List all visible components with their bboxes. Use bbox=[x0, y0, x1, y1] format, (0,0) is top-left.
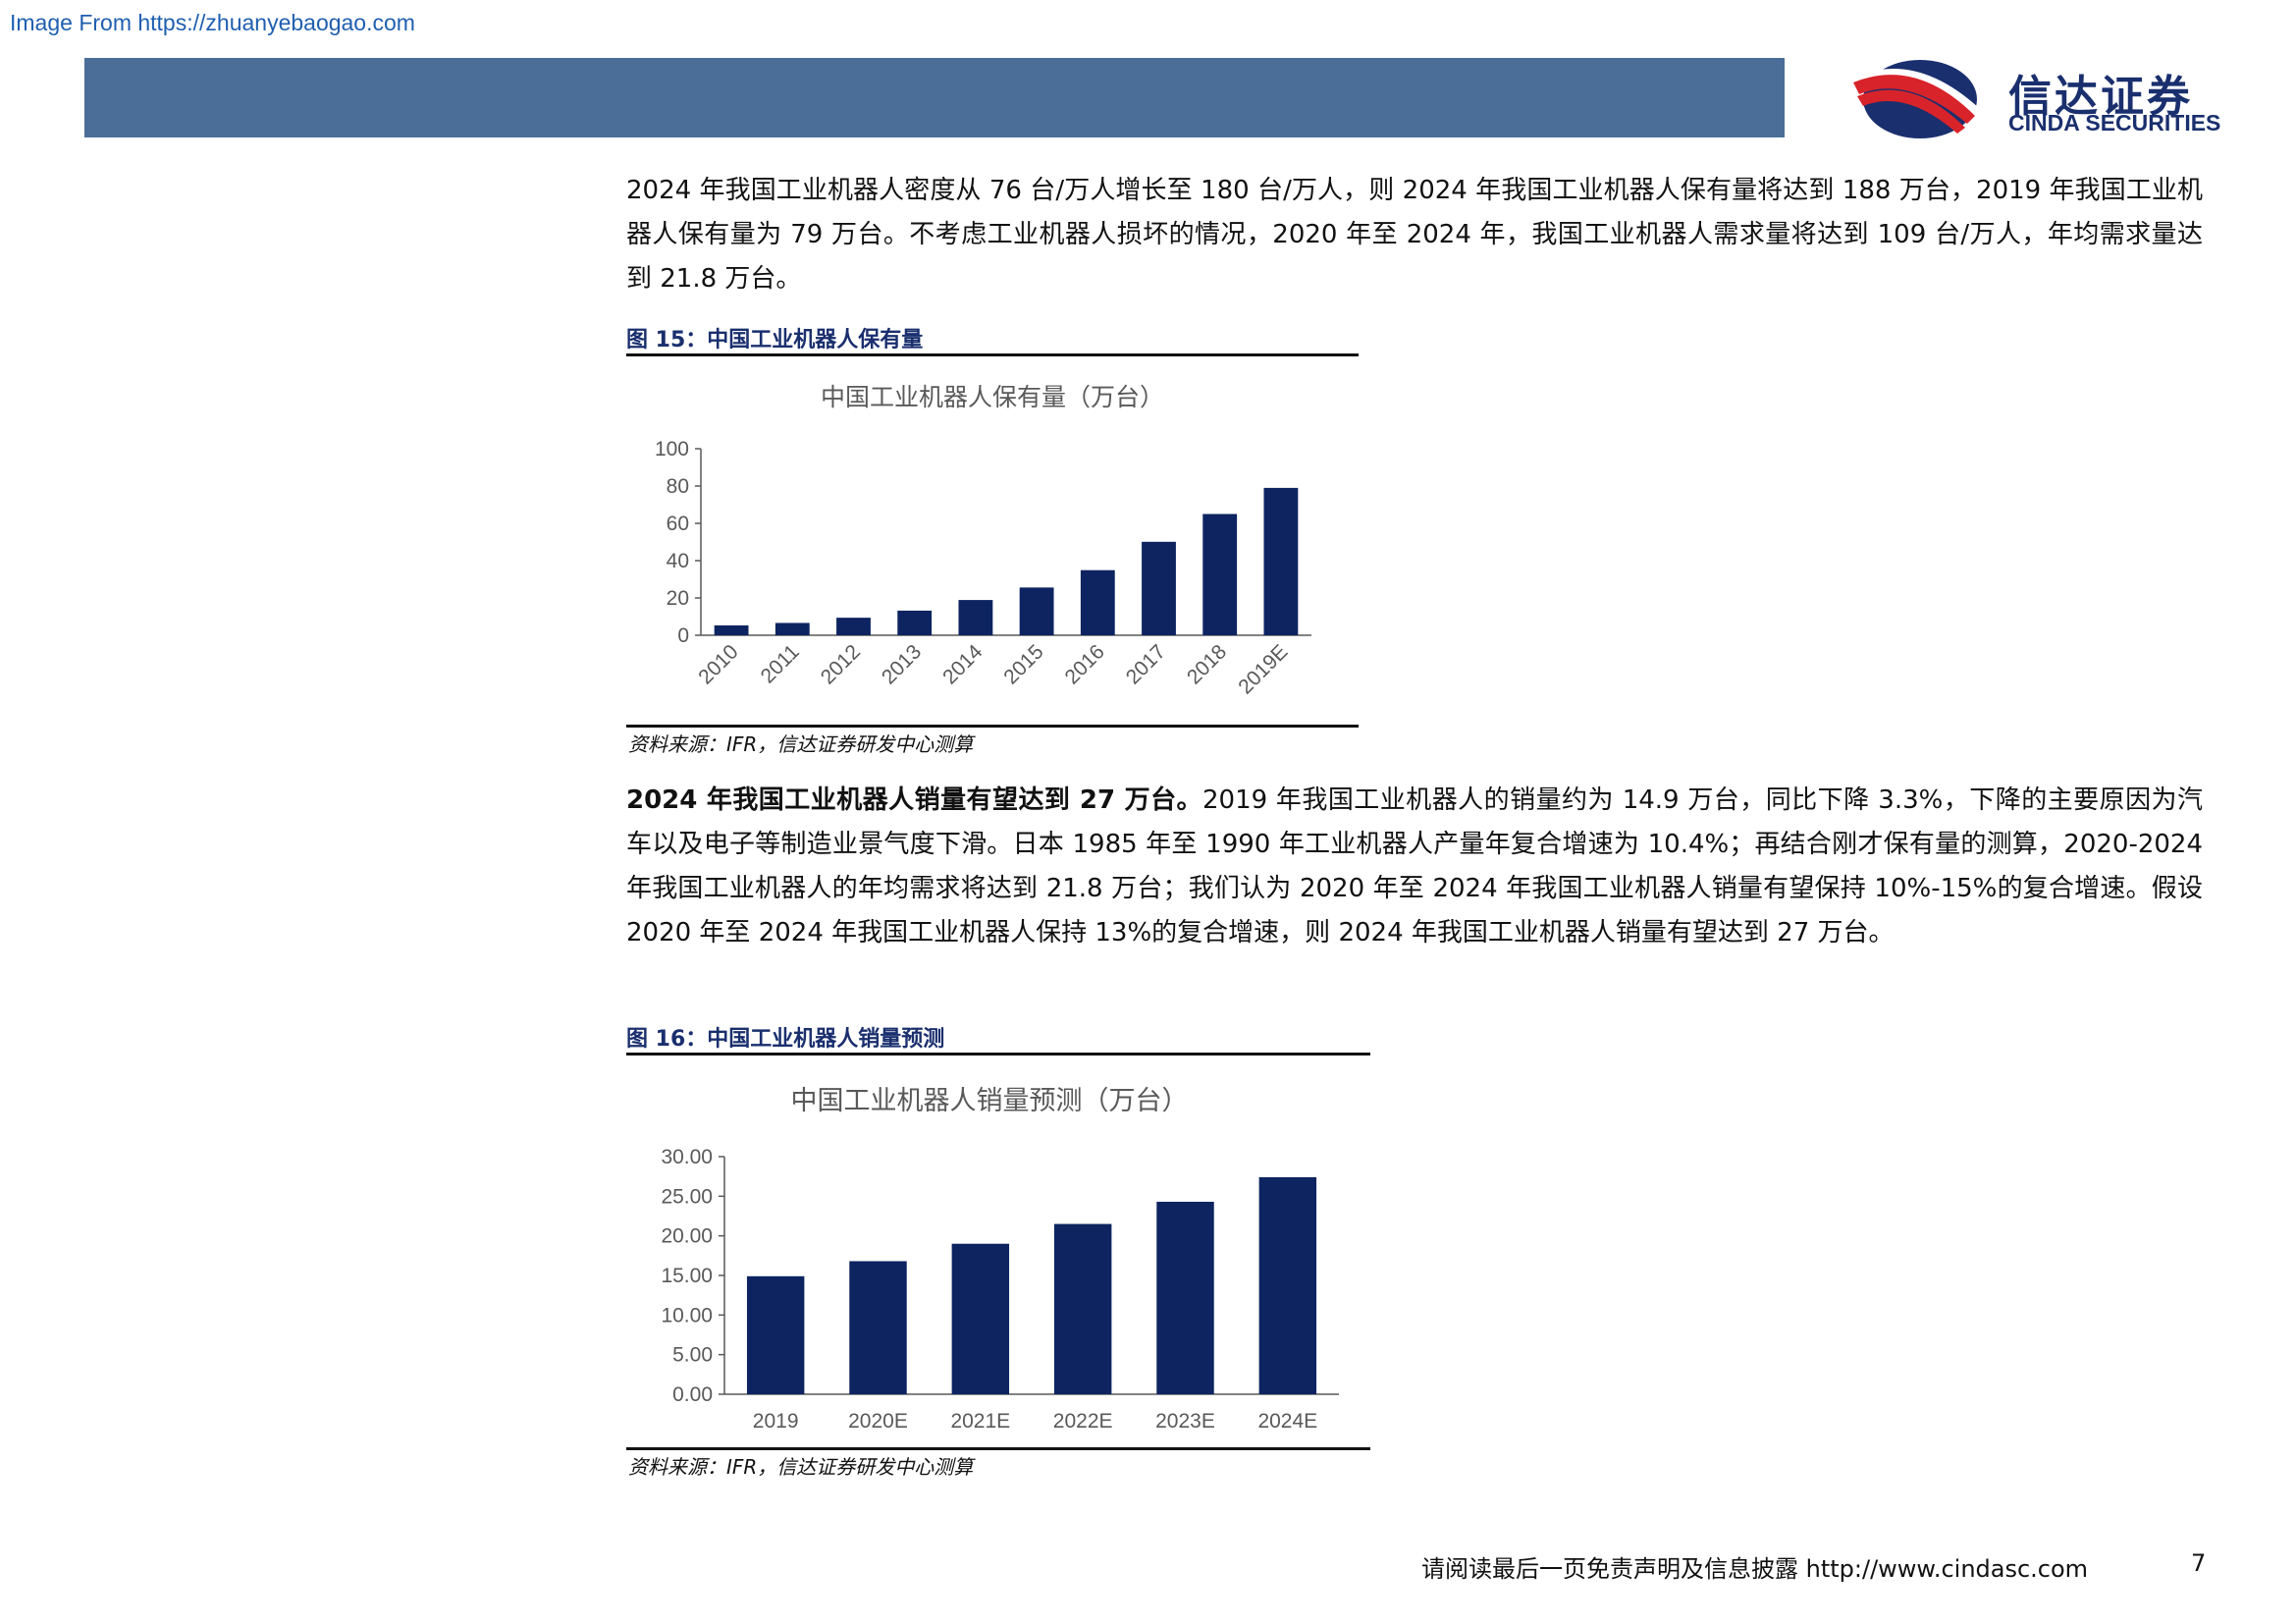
figure-16-bar bbox=[951, 1243, 1010, 1394]
figure-16-chart: 中国工业机器人销量预测（万台） 0.00 5.00 10.00 15.00 20.00 25… bbox=[626, 1066, 1370, 1447]
figure-16-x-tick-label: 2021E bbox=[950, 1410, 1010, 1433]
figure-16-title: 图 16：中国工业机器人销量预测 bbox=[626, 1027, 945, 1052]
figure-15-x-tick-label: 2012 bbox=[817, 640, 865, 688]
figure-16-top-rule bbox=[626, 1053, 1370, 1056]
figure-15-bar bbox=[1080, 569, 1115, 635]
figure-15-y-tick-label: 100 bbox=[655, 438, 689, 460]
figure-16-y-tick-label: 30.00 bbox=[661, 1146, 713, 1168]
figure-15-bar bbox=[1202, 514, 1238, 635]
figure-16-y-tick-label: 10.00 bbox=[661, 1304, 713, 1326]
figure-15-bar bbox=[774, 623, 810, 635]
intro-paragraph: 2024 年我国工业机器人密度从 76 台/万人增长至 180 台/万人，则 2… bbox=[626, 176, 2203, 294]
figure-16-bottom-rule bbox=[626, 1447, 1370, 1450]
cinda-logo: 信达证券 CINDA SECURITIES bbox=[1845, 53, 2238, 146]
header-bar bbox=[84, 58, 1785, 137]
figure-16-y-tick-label: 25.00 bbox=[661, 1185, 713, 1208]
figure-15-x-tick-label: 2019E bbox=[1234, 640, 1292, 698]
figure-16-y-tick-label: 5.00 bbox=[672, 1344, 713, 1367]
figure-15-chart: 中国工业机器人保有量（万台） 0 20 40 60 80 100 2010 2011 2012 20… bbox=[626, 365, 1359, 725]
figure-16-bar bbox=[746, 1275, 805, 1394]
page-number: 7 bbox=[2191, 1549, 2207, 1577]
figure-15-chart-svg: 中国工业机器人保有量（万台） 0 20 40 60 80 100 2010 2011 2012 20… bbox=[655, 384, 1311, 698]
figure-15-x-tick-label: 2013 bbox=[878, 640, 926, 688]
logo-english-name: CINDA SECURITIES bbox=[2008, 110, 2221, 135]
section-2-bold-lead: 2024 年我国工业机器人销量有望达到 27 万台。 bbox=[626, 785, 1203, 815]
figure-16-x-tick-label: 2019 bbox=[753, 1410, 799, 1433]
figure-15-y-tick-label: 60 bbox=[667, 513, 689, 535]
logo-chinese-name: 信达证券 bbox=[2008, 72, 2193, 122]
figure-15-y-tick-label: 80 bbox=[667, 475, 689, 498]
figure-15-bar bbox=[958, 600, 993, 635]
figure-15-y-tick-label: 40 bbox=[667, 550, 689, 572]
figure-15-x-tick-label: 2010 bbox=[694, 640, 742, 688]
figure-16-bar bbox=[1156, 1201, 1214, 1394]
cinda-logo-icon bbox=[1851, 60, 1979, 138]
section-2-body: 2019 年我国工业机器人的销量约为 14.9 万台，同比下降 3.3%，下降的… bbox=[626, 785, 2204, 947]
figure-16-x-tick-label: 2020E bbox=[848, 1410, 908, 1433]
figure-16-source: 资料来源：IFR，信达证券研发中心测算 bbox=[628, 1455, 974, 1479]
figure-16-y-tick-label: 15.00 bbox=[661, 1265, 713, 1287]
watermark-text: Image From https://zhuanyebaogao.com bbox=[10, 10, 415, 35]
figure-15-x-tick-label: 2015 bbox=[999, 640, 1047, 688]
figure-16-x-tick-label: 2023E bbox=[1155, 1410, 1215, 1433]
figure-16-y-tick-label: 0.00 bbox=[672, 1383, 713, 1406]
figure-15-bar bbox=[1263, 487, 1299, 635]
figure-15-x-tick-label: 2011 bbox=[757, 640, 804, 687]
figure-15-chart-title: 中国工业机器人保有量（万台） bbox=[821, 384, 1164, 411]
figure-16-bar bbox=[849, 1261, 907, 1394]
figure-16-x-tick-label: 2022E bbox=[1053, 1410, 1113, 1433]
figure-16-chart-svg: 中国工业机器人销量预测（万台） 0.00 5.00 10.00 15.00 20.00 25… bbox=[661, 1086, 1339, 1433]
figure-15-x-tick-label: 2017 bbox=[1122, 640, 1170, 688]
figure-15-bar bbox=[714, 624, 749, 635]
figure-16-y-tick-label: 20.00 bbox=[661, 1225, 713, 1248]
figure-15-bar bbox=[897, 610, 933, 635]
figure-16-bar bbox=[1258, 1176, 1317, 1394]
figure-15-x-tick-label: 2016 bbox=[1061, 640, 1109, 688]
section-2-paragraph: 2024 年我国工业机器人销量有望达到 27 万台。2019 年我国工业机器人的… bbox=[626, 779, 2203, 955]
footer-disclaimer: 请阅读最后一页免责声明及信息披露 http://www.cindasc.com bbox=[1421, 1555, 2089, 1583]
figure-16-bar bbox=[1053, 1223, 1112, 1394]
figure-15-bar bbox=[1142, 541, 1176, 635]
figure-15-bar bbox=[1019, 587, 1054, 635]
figure-15-source: 资料来源：IFR，信达证券研发中心测算 bbox=[628, 732, 974, 756]
figure-15-title: 图 15：中国工业机器人保有量 bbox=[626, 328, 924, 352]
figure-15-x-tick-label: 2014 bbox=[938, 640, 988, 689]
figure-15-top-rule bbox=[626, 353, 1359, 356]
figure-15-bar bbox=[836, 618, 871, 635]
figure-16-chart-title: 中国工业机器人销量预测（万台） bbox=[791, 1086, 1189, 1115]
figure-15-x-tick-label: 2018 bbox=[1183, 640, 1231, 688]
figure-15-bottom-rule bbox=[626, 725, 1359, 728]
figure-15-y-tick-label: 20 bbox=[667, 587, 689, 610]
figure-15-y-tick-label: 0 bbox=[677, 624, 689, 647]
figure-16-x-tick-label: 2024E bbox=[1257, 1410, 1317, 1433]
